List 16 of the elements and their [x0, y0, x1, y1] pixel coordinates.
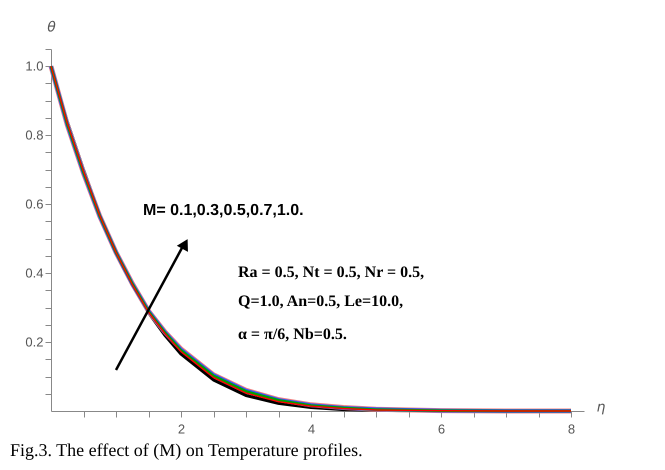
annotation: Q=1.0, An=0.5, Le=10.0, [238, 293, 404, 310]
annotation: M= 0.1,0.3,0.5,0.7,1.0. [143, 202, 304, 219]
caption: Fig.3. The effect of (M) on Temperature profiles. [10, 440, 363, 460]
y-tick-label: 0.4 [25, 266, 44, 281]
annotation: α = π/6, Nb=0.5. [238, 326, 347, 343]
y-tick-label: 0.8 [25, 128, 44, 143]
y-tick-label: 0.6 [25, 196, 44, 212]
x-tick-label: 8 [568, 422, 576, 436]
x-axis-title: η [596, 400, 606, 416]
x-tick-label: 4 [308, 422, 316, 436]
annotation: Ra = 0.5, Nt = 0.5, Nr = 0.5, [238, 264, 424, 281]
x-tick-label: 6 [438, 422, 446, 436]
y-tick-label: 0.2 [25, 334, 44, 350]
y-axis-title: θ [47, 20, 56, 36]
y-tick-label: 1.0 [25, 58, 44, 74]
x-tick-label: 2 [178, 422, 186, 436]
